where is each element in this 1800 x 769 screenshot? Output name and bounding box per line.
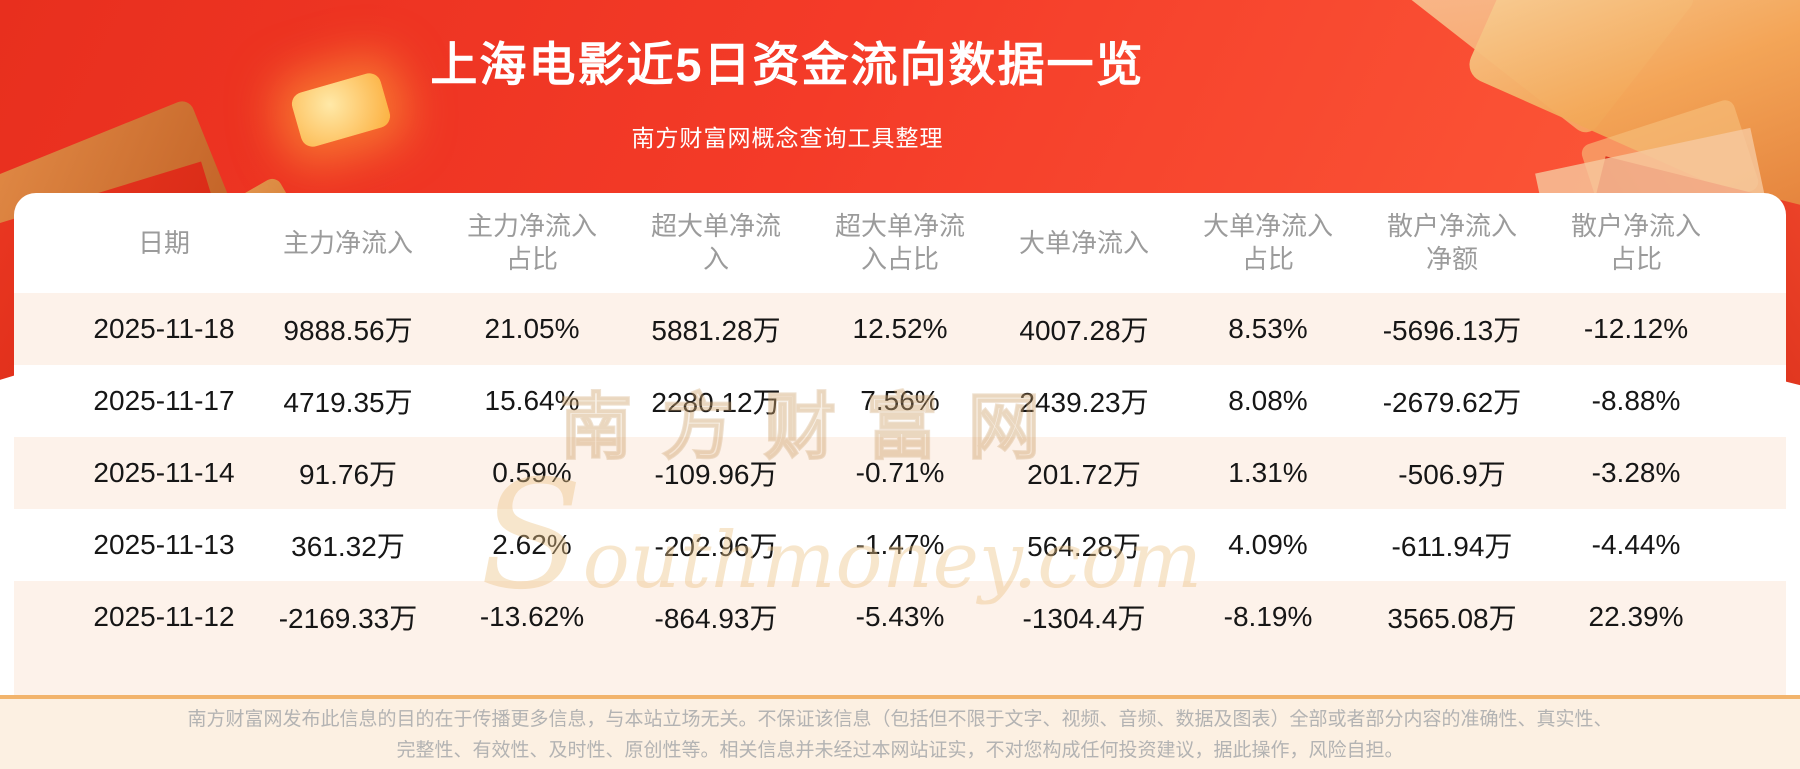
cell-retail-net-inflow-amount: -506.9万 [1398,459,1506,490]
col-header-large-order-net-inflow: 大单净流入 [1018,227,1149,258]
col-header-main-net-inflow-pct: 主力净流入 占比 [466,211,597,274]
cell-xl-order-net-inflow: -109.96万 [654,459,778,490]
cell-large-order-net-inflow: 201.72万 [1027,459,1141,490]
cell-xl-order-net-inflow-pct: -5.43% [855,601,945,632]
data-table-card: 日期 主力净流入 主力净流入 占比 超大单净流 入超大单净流 入占比 大单净流入 大单净流… [14,193,1786,695]
disclaimer-line-2: 完整性、有效性、及时性、原创性等。相关信息并未经过本网站证实，不对您构成任何投资… [396,740,1404,761]
table-row-2025-11-13: 2025-11-13 361.32万 2.62% -202.96万 -1.47% 564.… [14,509,1786,581]
page-subtitle: 南方财富网概念查询工具整理 [631,125,944,151]
table-row-2025-11-17: 2025-11-17 4719.35万 15.64% 2280.12万 7.56% 243… [14,365,1786,437]
cell-date: 2025-11-12 [93,601,235,632]
cell-xl-order-net-inflow: 5881.28万 [651,315,781,346]
page-title: 上海电影近5日资金流向数据一览 [430,38,1145,91]
cell-xl-order-net-inflow-pct: 12.52% [852,313,948,344]
col-header-xl-order-net-inflow-pct: 超大单净流 入占比 [834,211,965,274]
table-header-row: 日期 主力净流入 主力净流入 占比 超大单净流 入超大单净流 入占比 大单净流入 大单净流… [14,193,1786,293]
cell-retail-net-inflow-pct: -8.88% [1591,385,1681,416]
disclaimer-line-1: 南方财富网发布此信息的目的在于传播更多信息，与本站立场无关。不保证该信息（包括但… [187,709,1613,730]
cell-main-net-inflow: 91.76万 [298,459,398,490]
col-header-xl-order-net-inflow: 超大单净流 入 [650,211,781,274]
cell-large-order-net-inflow-pct: -8.19% [1223,601,1313,632]
table-body: 2025-11-18 9888.56万 21.05% 5881.28万 12.52% 40… [14,293,1786,653]
cell-large-order-net-inflow: 4007.28万 [1019,315,1149,346]
cell-main-net-inflow-pct: 15.64% [484,385,580,416]
cell-retail-net-inflow-amount: -5696.13万 [1382,315,1522,346]
col-header-date: 日期 [137,227,190,258]
cell-date: 2025-11-17 [93,385,235,416]
cell-xl-order-net-inflow-pct: 7.56% [860,385,940,416]
cell-large-order-net-inflow: -1304.4万 [1022,603,1146,634]
cell-large-order-net-inflow-pct: 8.08% [1228,385,1308,416]
cell-large-order-net-inflow: 2439.23万 [1019,387,1149,418]
col-header-retail-net-inflow-amount: 散户净流入 净额 [1386,211,1517,274]
cell-retail-net-inflow-pct: -4.44% [1591,529,1681,560]
cell-large-order-net-inflow: 564.28万 [1027,531,1141,562]
cell-xl-order-net-inflow-pct: -1.47% [855,529,945,560]
cell-main-net-inflow: 4719.35万 [283,387,413,418]
table-bottom-filler [14,653,1786,695]
cell-retail-net-inflow-amount: -611.94万 [1391,531,1513,562]
cell-retail-net-inflow-amount: -2679.62万 [1382,387,1522,418]
banner-text: 上海电影近5日资金流向数据一览 南方财富网概念查询工具整理 [0,0,1575,153]
cell-main-net-inflow-pct: 21.05% [484,313,580,344]
cell-retail-net-inflow-pct: -3.28% [1591,457,1681,488]
cell-main-net-inflow-pct: 0.59% [492,457,572,488]
cell-retail-net-inflow-amount: 3565.08万 [1387,603,1517,634]
table-row-2025-11-14: 2025-11-14 91.76万 0.59% -109.96万 -0.71% 201.7… [14,437,1786,509]
cell-main-net-inflow: 361.32万 [291,531,405,562]
cell-large-order-net-inflow-pct: 1.31% [1228,457,1308,488]
col-header-main-net-inflow: 主力净流入 [282,227,413,258]
footer-disclaimer: 南方财富网发布此信息的目的在于传播更多信息，与本站立场无关。不保证该信息（包括但… [0,695,1800,769]
cell-main-net-inflow-pct: 2.62% [492,529,572,560]
cell-date: 2025-11-13 [93,529,235,560]
table-row-2025-11-18: 2025-11-18 9888.56万 21.05% 5881.28万 12.52% 40… [14,293,1786,365]
cell-xl-order-net-inflow-pct: -0.71% [855,457,945,488]
cell-xl-order-net-inflow: 2280.12万 [651,387,781,418]
cell-main-net-inflow: 9888.56万 [283,315,413,346]
cell-xl-order-net-inflow: -202.96万 [654,531,778,562]
table-row-2025-11-12: 2025-11-12 -2169.33万 -13.62% -864.93万 -5.43%… [14,581,1786,653]
col-header-retail-net-inflow-pct: 散户净流入 占比 [1570,211,1701,274]
cell-date: 2025-11-18 [93,313,235,344]
cell-main-net-inflow-pct: -13.62% [479,601,585,632]
cell-date: 2025-11-14 [93,457,235,488]
cell-retail-net-inflow-pct: -12.12% [1583,313,1689,344]
cell-xl-order-net-inflow: -864.93万 [654,603,778,634]
cell-large-order-net-inflow-pct: 4.09% [1228,529,1308,560]
cell-main-net-inflow: -2169.33万 [278,603,418,634]
col-header-large-order-net-inflow-pct: 大单净流入 占比 [1202,211,1333,274]
cell-retail-net-inflow-pct: 22.39% [1588,601,1684,632]
cell-large-order-net-inflow-pct: 8.53% [1228,313,1308,344]
